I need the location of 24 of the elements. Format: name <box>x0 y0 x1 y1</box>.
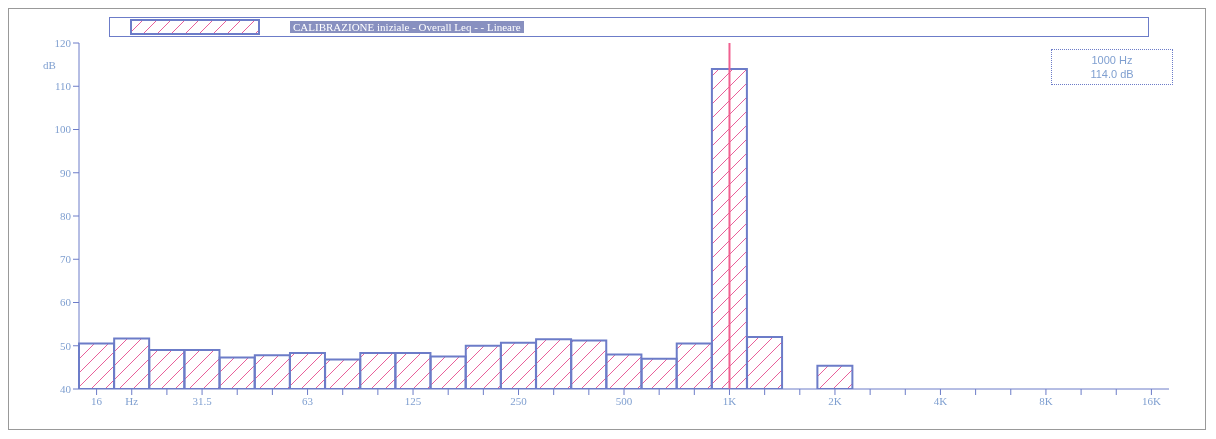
y-tick-label: 110 <box>54 80 72 93</box>
y-tick-label: 120 <box>54 36 72 49</box>
y-tick-label: 90 <box>60 166 72 179</box>
y-tick-label: 80 <box>60 209 72 222</box>
x-tick-label: 16K <box>1141 394 1161 407</box>
y-tick-label: 60 <box>60 296 72 309</box>
x-tick-label: 16 <box>91 394 103 407</box>
x-tick-label: 31.5 <box>192 394 213 407</box>
x-tick-label: 8K <box>1039 394 1053 407</box>
y-tick-label: 40 <box>60 382 72 395</box>
y-tick-label: 50 <box>60 339 72 352</box>
x-tick-label: 125 <box>404 394 422 407</box>
x-tick-label: 250 <box>510 394 528 407</box>
x-tick-label: 2K <box>828 394 842 407</box>
y-axis-title: dB <box>43 58 56 71</box>
x-tick-label: 500 <box>615 394 633 407</box>
annotation: 1000 Hz 114.0 dB <box>1089 53 1135 81</box>
x-tick-label: 63 <box>302 394 314 407</box>
y-tick-label: 100 <box>54 123 72 136</box>
text: CALIBRAZIONE iniziale - Overall Leq - - Lineare <box>290 21 524 33</box>
x-tick-label: 1K <box>722 394 737 407</box>
y-tick-label: 70 <box>60 253 72 266</box>
x-tick-label: Hz <box>125 394 139 407</box>
x-tick-label: 4K <box>933 394 948 407</box>
